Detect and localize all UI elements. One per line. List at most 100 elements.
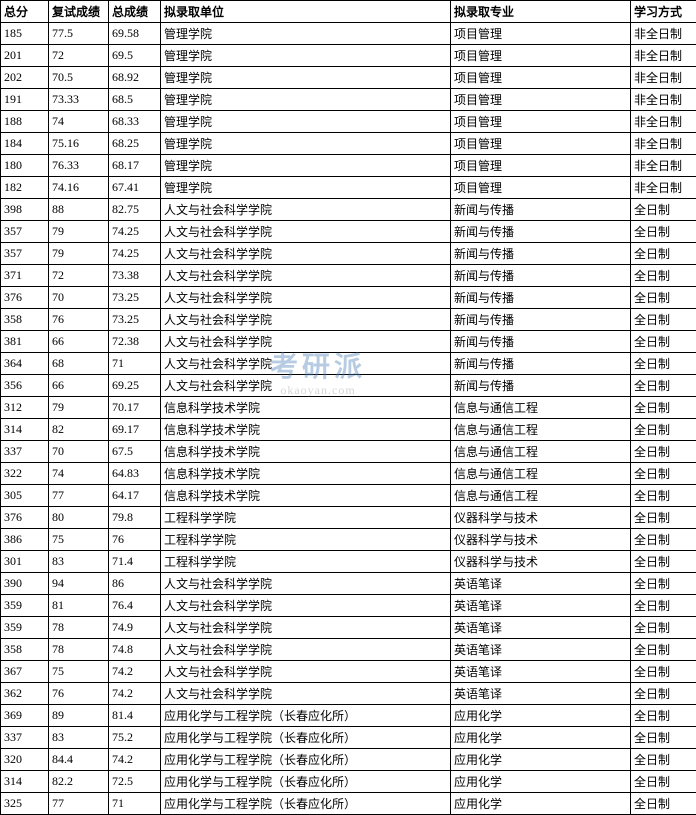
table-cell: 314 xyxy=(1,771,49,793)
table-cell: 全日制 xyxy=(631,595,696,617)
table-cell: 项目管理 xyxy=(451,67,631,89)
table-cell: 非全日制 xyxy=(631,89,696,111)
table-cell: 应用化学与工程学院（长春应化所） xyxy=(161,793,451,815)
table-cell: 69.5 xyxy=(109,45,161,67)
table-cell: 68 xyxy=(49,353,109,375)
table-row: 3577974.25人文与社会科学学院新闻与传播全日制 xyxy=(1,243,696,265)
table-cell: 管理学院 xyxy=(161,177,451,199)
table-cell: 73.25 xyxy=(109,309,161,331)
table-cell: 全日制 xyxy=(631,727,696,749)
table-cell: 357 xyxy=(1,243,49,265)
table-cell: 全日制 xyxy=(631,683,696,705)
table-cell: 全日制 xyxy=(631,265,696,287)
table-cell: 201 xyxy=(1,45,49,67)
table-cell: 工程科学学院 xyxy=(161,529,451,551)
table-row: 3767073.25人文与社会科学学院新闻与传播全日制 xyxy=(1,287,696,309)
table-row: 3598176.4人文与社会科学学院英语笔译全日制 xyxy=(1,595,696,617)
table-cell: 信息科学技术学院 xyxy=(161,463,451,485)
table-cell: 83 xyxy=(49,727,109,749)
table-cell: 英语笔译 xyxy=(451,683,631,705)
table-row: 3378375.2应用化学与工程学院（长春应化所）应用化学全日制 xyxy=(1,727,696,749)
table-cell: 73.38 xyxy=(109,265,161,287)
table-cell: 全日制 xyxy=(631,485,696,507)
table-cell: 项目管理 xyxy=(451,23,631,45)
table-cell: 人文与社会科学学院 xyxy=(161,617,451,639)
table-cell: 77.5 xyxy=(49,23,109,45)
table-cell: 全日制 xyxy=(631,441,696,463)
table-cell: 74.2 xyxy=(109,683,161,705)
table-cell: 新闻与传播 xyxy=(451,353,631,375)
table-cell: 管理学院 xyxy=(161,67,451,89)
table-cell: 74.2 xyxy=(109,749,161,771)
table-cell: 94 xyxy=(49,573,109,595)
table-cell: 管理学院 xyxy=(161,23,451,45)
table-cell: 信息与通信工程 xyxy=(451,485,631,507)
table-row: 18274.1667.41管理学院项目管理非全日制 xyxy=(1,177,696,199)
table-cell: 364 xyxy=(1,353,49,375)
table-cell: 人文与社会科学学院 xyxy=(161,661,451,683)
table-cell: 信息科学技术学院 xyxy=(161,397,451,419)
table-row: 3677574.2人文与社会科学学院英语笔译全日制 xyxy=(1,661,696,683)
table-cell: 191 xyxy=(1,89,49,111)
table-cell: 非全日制 xyxy=(631,67,696,89)
table-cell: 184 xyxy=(1,133,49,155)
table-cell: 应用化学与工程学院（长春应化所） xyxy=(161,749,451,771)
table-row: 3566669.25人文与社会科学学院新闻与传播全日制 xyxy=(1,375,696,397)
table-row: 3909486人文与社会科学学院英语笔译全日制 xyxy=(1,573,696,595)
table-cell: 新闻与传播 xyxy=(451,265,631,287)
table-cell: 74.25 xyxy=(109,243,161,265)
table-row: 18475.1668.25管理学院项目管理非全日制 xyxy=(1,133,696,155)
table-cell: 工程科学学院 xyxy=(161,507,451,529)
header-department: 拟录取单位 xyxy=(161,1,451,23)
table-cell: 301 xyxy=(1,551,49,573)
table-cell: 仪器科学与技术 xyxy=(451,529,631,551)
table-cell: 全日制 xyxy=(631,397,696,419)
table-header-row: 总分 复试成绩 总成绩 拟录取单位 拟录取专业 学习方式 xyxy=(1,1,696,23)
table-cell: 全日制 xyxy=(631,793,696,815)
table-cell: 全日制 xyxy=(631,419,696,441)
table-cell: 67.5 xyxy=(109,441,161,463)
table-cell: 337 xyxy=(1,727,49,749)
table-row: 20270.568.92管理学院项目管理非全日制 xyxy=(1,67,696,89)
table-cell: 人文与社会科学学院 xyxy=(161,199,451,221)
table-cell: 79.8 xyxy=(109,507,161,529)
header-final-score: 总成绩 xyxy=(109,1,161,23)
table-cell: 非全日制 xyxy=(631,177,696,199)
table-cell: 英语笔译 xyxy=(451,573,631,595)
table-cell: 72 xyxy=(49,45,109,67)
table-cell: 全日制 xyxy=(631,375,696,397)
table-cell: 新闻与传播 xyxy=(451,309,631,331)
table-cell: 74 xyxy=(49,463,109,485)
table-row: 3597874.9人文与社会科学学院英语笔译全日制 xyxy=(1,617,696,639)
table-cell: 应用化学 xyxy=(451,727,631,749)
table-row: 18076.3368.17管理学院项目管理非全日制 xyxy=(1,155,696,177)
table-cell: 386 xyxy=(1,529,49,551)
table-cell: 项目管理 xyxy=(451,89,631,111)
table-cell: 74.25 xyxy=(109,221,161,243)
table-cell: 项目管理 xyxy=(451,155,631,177)
table-cell: 新闻与传播 xyxy=(451,221,631,243)
table-cell: 全日制 xyxy=(631,749,696,771)
table-cell: 管理学院 xyxy=(161,45,451,67)
table-cell: 人文与社会科学学院 xyxy=(161,639,451,661)
table-cell: 82 xyxy=(49,419,109,441)
table-cell: 79 xyxy=(49,243,109,265)
table-cell: 337 xyxy=(1,441,49,463)
table-cell: 180 xyxy=(1,155,49,177)
table-cell: 管理学院 xyxy=(161,133,451,155)
table-cell: 202 xyxy=(1,67,49,89)
table-row: 3768079.8工程科学学院仪器科学与技术全日制 xyxy=(1,507,696,529)
table-cell: 74.9 xyxy=(109,617,161,639)
table-cell: 管理学院 xyxy=(161,89,451,111)
table-cell: 项目管理 xyxy=(451,111,631,133)
table-cell: 81.4 xyxy=(109,705,161,727)
table-cell: 89 xyxy=(49,705,109,727)
table-body: 18577.569.58管理学院项目管理非全日制2017269.5管理学院项目管… xyxy=(1,23,696,815)
table-cell: 全日制 xyxy=(631,617,696,639)
table-cell: 69.25 xyxy=(109,375,161,397)
table-cell: 全日制 xyxy=(631,705,696,727)
table-cell: 68.5 xyxy=(109,89,161,111)
table-cell: 71 xyxy=(109,793,161,815)
table-cell: 182 xyxy=(1,177,49,199)
table-cell: 68.25 xyxy=(109,133,161,155)
